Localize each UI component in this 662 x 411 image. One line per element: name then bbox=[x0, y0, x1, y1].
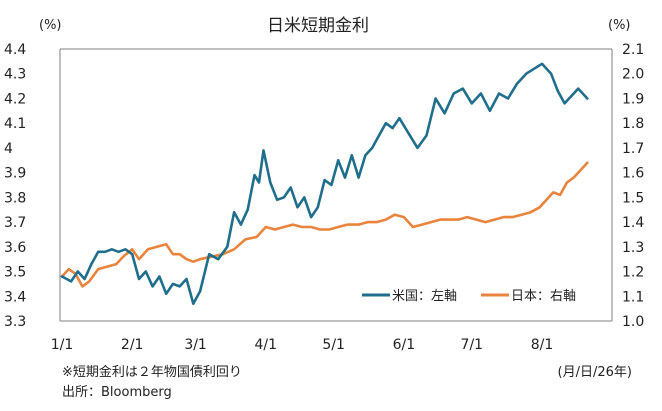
x-tick-label: 8/1 bbox=[531, 337, 554, 353]
right-tick-label: 2.0 bbox=[622, 67, 644, 83]
left-tick-label: 3.7 bbox=[4, 215, 26, 231]
left-tick-label: 3.3 bbox=[4, 314, 26, 330]
left-axis-ticks: 3.3 3.4 3.5 3.6 3.7 3.8 3.9 4 4.1 4.2 4.3 4.4 bbox=[4, 42, 26, 330]
left-tick-label: 3.8 bbox=[4, 190, 26, 206]
x-tick-label: 7/1 bbox=[461, 337, 484, 353]
left-tick-label: 4.3 bbox=[4, 67, 26, 83]
x-tick-label: 3/1 bbox=[184, 337, 207, 353]
right-tick-label: 1.3 bbox=[622, 240, 644, 256]
legend-label-us: 米国：左軸 bbox=[392, 289, 457, 304]
x-axis-unit: (月/日/26年) bbox=[557, 365, 632, 380]
chart-title: 日米短期金利 bbox=[267, 16, 369, 36]
left-axis-unit: (%) bbox=[39, 18, 62, 33]
right-tick-label: 1.2 bbox=[622, 265, 644, 281]
left-tick-label: 3.9 bbox=[4, 166, 26, 182]
source-note: 出所：Bloomberg bbox=[62, 385, 172, 400]
left-tick-label: 4.4 bbox=[4, 42, 26, 58]
left-tick-label: 3.6 bbox=[4, 240, 26, 256]
series-line-us bbox=[60, 62, 589, 305]
left-tick-label: 4.2 bbox=[4, 91, 26, 107]
x-tick-label: 4/1 bbox=[255, 337, 278, 353]
x-tick-label: 1/1 bbox=[51, 337, 74, 353]
left-tick-label: 4.1 bbox=[4, 116, 26, 132]
x-tick-label: 5/1 bbox=[322, 337, 345, 353]
series-line-japan bbox=[60, 161, 589, 288]
right-axis-ticks: 1.0 1.1 1.2 1.3 1.4 1.5 1.6 1.7 1.8 1.9 2.0 2.1 bbox=[622, 42, 644, 330]
x-tick-label: 6/1 bbox=[393, 337, 416, 353]
right-tick-label: 1.7 bbox=[622, 141, 644, 157]
left-tick-label: 3.5 bbox=[4, 265, 26, 281]
right-tick-label: 1.1 bbox=[622, 289, 644, 305]
legend: 米国：左軸 日本：右軸 bbox=[362, 289, 576, 304]
right-axis-unit: (%) bbox=[608, 18, 631, 33]
footnote: ※短期金利は２年物国債利回り bbox=[62, 365, 242, 380]
right-tick-label: 1.9 bbox=[622, 91, 644, 107]
right-tick-label: 1.6 bbox=[622, 166, 644, 182]
x-axis-ticks: 1/1 2/1 3/1 4/1 5/1 6/1 7/1 8/1 bbox=[51, 337, 554, 353]
right-tick-label: 1.4 bbox=[622, 215, 644, 231]
right-tick-label: 1.0 bbox=[622, 314, 644, 330]
legend-label-japan: 日本：右軸 bbox=[511, 289, 576, 304]
right-tick-label: 1.8 bbox=[622, 116, 644, 132]
left-tick-label: 3.4 bbox=[4, 289, 26, 305]
x-tick-label: 2/1 bbox=[121, 337, 144, 353]
right-tick-label: 2.1 bbox=[622, 42, 644, 58]
right-tick-label: 1.5 bbox=[622, 190, 644, 206]
left-tick-label: 4 bbox=[4, 141, 13, 157]
